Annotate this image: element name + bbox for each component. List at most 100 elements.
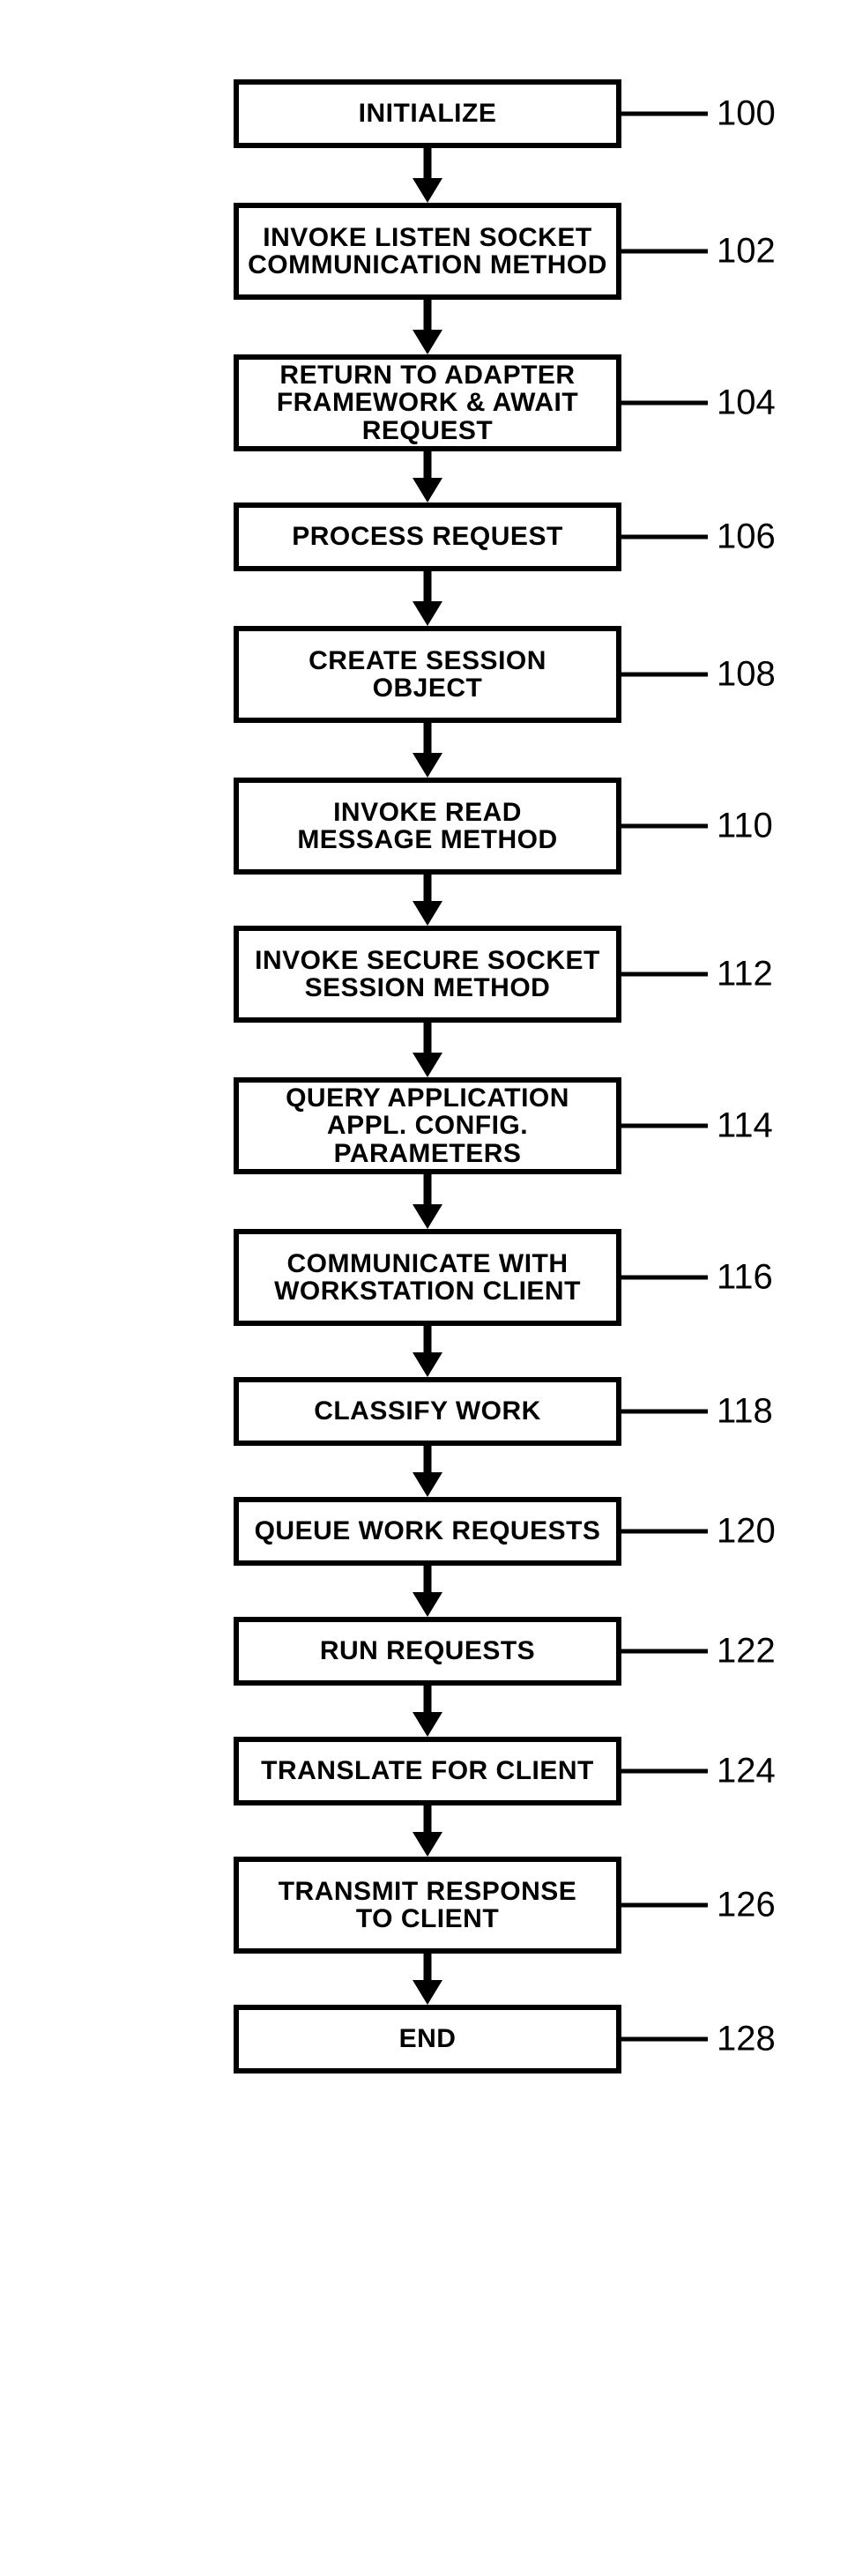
arrow-shaft bbox=[424, 875, 432, 905]
arrow-shaft bbox=[424, 571, 432, 605]
callout-leader bbox=[621, 112, 708, 116]
callout-label: 122 bbox=[717, 1632, 776, 1671]
arrow-head-icon bbox=[413, 1352, 442, 1377]
flow-arrow bbox=[0, 1566, 855, 1617]
flow-node-120: QUEUE WORK REQUESTS bbox=[234, 1497, 621, 1566]
flow-row: TRANSLATE FOR CLIENT 124 bbox=[0, 1737, 855, 1805]
flow-row: TRANSMIT RESPONSE TO CLIENT126 bbox=[0, 1857, 855, 1954]
callout-label: 114 bbox=[717, 1106, 773, 1146]
flow-row: INITIALIZE 100 bbox=[0, 79, 855, 148]
callout-leader bbox=[621, 824, 708, 829]
callout-label: 118 bbox=[717, 1392, 773, 1432]
callout-label: 112 bbox=[717, 955, 773, 994]
arrow-shaft bbox=[424, 1566, 432, 1596]
callout-102: 102 bbox=[621, 232, 776, 272]
flow-row: CLASSIFY WORK 118 bbox=[0, 1377, 855, 1446]
callout-106: 106 bbox=[621, 517, 776, 557]
arrow-shaft bbox=[424, 1326, 432, 1356]
flow-row: INVOKE READ MESSAGE METHOD 110 bbox=[0, 778, 855, 875]
arrow-shaft bbox=[424, 148, 432, 182]
arrow-shaft bbox=[424, 723, 432, 756]
arrow-head-icon bbox=[413, 330, 442, 354]
flow-arrow bbox=[0, 1805, 855, 1857]
flow-node-106: PROCESS REQUEST bbox=[234, 503, 621, 571]
callout-leader bbox=[621, 1276, 708, 1280]
flow-row: CREATE SESSION OBJECT 108 bbox=[0, 626, 855, 723]
callout-110: 110 bbox=[621, 807, 773, 846]
callout-leader bbox=[621, 972, 708, 977]
callout-114: 114 bbox=[621, 1106, 773, 1146]
callout-label: 128 bbox=[717, 2020, 776, 2059]
flow-arrow bbox=[0, 1446, 855, 1497]
flow-row: COMMUNICATE WITH WORKSTATION CLIENT116 bbox=[0, 1229, 855, 1326]
callout-126: 126 bbox=[621, 1886, 776, 1925]
callout-label: 108 bbox=[717, 655, 776, 695]
arrow-shaft bbox=[424, 1805, 432, 1835]
arrow-head-icon bbox=[413, 1832, 442, 1857]
flow-arrow bbox=[0, 1326, 855, 1377]
flow-arrow bbox=[0, 148, 855, 203]
flow-row: INVOKE LISTEN SOCKET COMMUNICATION METHO… bbox=[0, 203, 855, 300]
callout-leader bbox=[621, 673, 708, 677]
flow-row: END 128 bbox=[0, 2005, 855, 2073]
callout-leader bbox=[621, 1903, 708, 1908]
callout-label: 102 bbox=[717, 232, 776, 272]
flow-row: QUERY APPLICATION APPL. CONFIG. PARAMETE… bbox=[0, 1077, 855, 1174]
flow-arrow bbox=[0, 723, 855, 778]
arrow-shaft bbox=[424, 1446, 432, 1476]
flow-arrow bbox=[0, 451, 855, 503]
flow-node-108: CREATE SESSION OBJECT bbox=[234, 626, 621, 723]
arrow-head-icon bbox=[413, 1592, 442, 1617]
flow-node-100: INITIALIZE bbox=[234, 79, 621, 148]
flowchart: INITIALIZE 100 INVOKE LISTEN SOCKET COMMUN… bbox=[0, 0, 855, 2153]
arrow-shaft bbox=[424, 1686, 432, 1716]
callout-104: 104 bbox=[621, 383, 776, 423]
flow-row: INVOKE SECURE SOCKET SESSION METHOD 112 bbox=[0, 926, 855, 1023]
arrow-head-icon bbox=[413, 601, 442, 626]
callout-116: 116 bbox=[621, 1258, 773, 1298]
flow-arrow bbox=[0, 1954, 855, 2005]
arrow-head-icon bbox=[413, 1204, 442, 1229]
arrow-head-icon bbox=[413, 901, 442, 926]
flow-row: RUN REQUESTS122 bbox=[0, 1617, 855, 1686]
callout-leader bbox=[621, 1649, 708, 1654]
arrow-shaft bbox=[424, 300, 432, 333]
flow-node-110: INVOKE READ MESSAGE METHOD bbox=[234, 778, 621, 875]
arrow-head-icon bbox=[413, 1053, 442, 1077]
flow-node-102: INVOKE LISTEN SOCKET COMMUNICATION METHO… bbox=[234, 203, 621, 300]
arrow-head-icon bbox=[413, 1980, 442, 2005]
flow-row: QUEUE WORK REQUESTS 120 bbox=[0, 1497, 855, 1566]
flow-row: RETURN TO ADAPTER FRAMEWORK & AWAIT REQU… bbox=[0, 354, 855, 451]
arrow-head-icon bbox=[413, 478, 442, 503]
callout-label: 106 bbox=[717, 517, 776, 557]
arrow-head-icon bbox=[413, 1472, 442, 1497]
arrow-head-icon bbox=[413, 1712, 442, 1737]
flow-node-104: RETURN TO ADAPTER FRAMEWORK & AWAIT REQU… bbox=[234, 354, 621, 451]
callout-leader bbox=[621, 2037, 708, 2042]
flow-arrow bbox=[0, 1174, 855, 1229]
callout-122: 122 bbox=[621, 1632, 776, 1671]
flow-node-126: TRANSMIT RESPONSE TO CLIENT bbox=[234, 1857, 621, 1954]
callout-label: 104 bbox=[717, 383, 776, 423]
flow-arrow bbox=[0, 300, 855, 354]
callout-leader bbox=[621, 1530, 708, 1534]
callout-124: 124 bbox=[621, 1752, 776, 1791]
callout-leader bbox=[621, 401, 708, 406]
callout-leader bbox=[621, 1410, 708, 1414]
callout-label: 110 bbox=[717, 807, 773, 846]
callout-128: 128 bbox=[621, 2020, 776, 2059]
flow-node-128: END bbox=[234, 2005, 621, 2073]
callout-120: 120 bbox=[621, 1512, 776, 1552]
flow-node-112: INVOKE SECURE SOCKET SESSION METHOD bbox=[234, 926, 621, 1023]
arrow-shaft bbox=[424, 1023, 432, 1056]
flow-node-124: TRANSLATE FOR CLIENT bbox=[234, 1737, 621, 1805]
callout-label: 100 bbox=[717, 94, 776, 134]
callout-label: 124 bbox=[717, 1752, 776, 1791]
flow-row: PROCESS REQUEST 106 bbox=[0, 503, 855, 571]
callout-label: 116 bbox=[717, 1258, 773, 1298]
callout-100: 100 bbox=[621, 94, 776, 134]
flow-node-114: QUERY APPLICATION APPL. CONFIG. PARAMETE… bbox=[234, 1077, 621, 1174]
callout-label: 120 bbox=[717, 1512, 776, 1552]
callout-108: 108 bbox=[621, 655, 776, 695]
flow-node-118: CLASSIFY WORK bbox=[234, 1377, 621, 1446]
